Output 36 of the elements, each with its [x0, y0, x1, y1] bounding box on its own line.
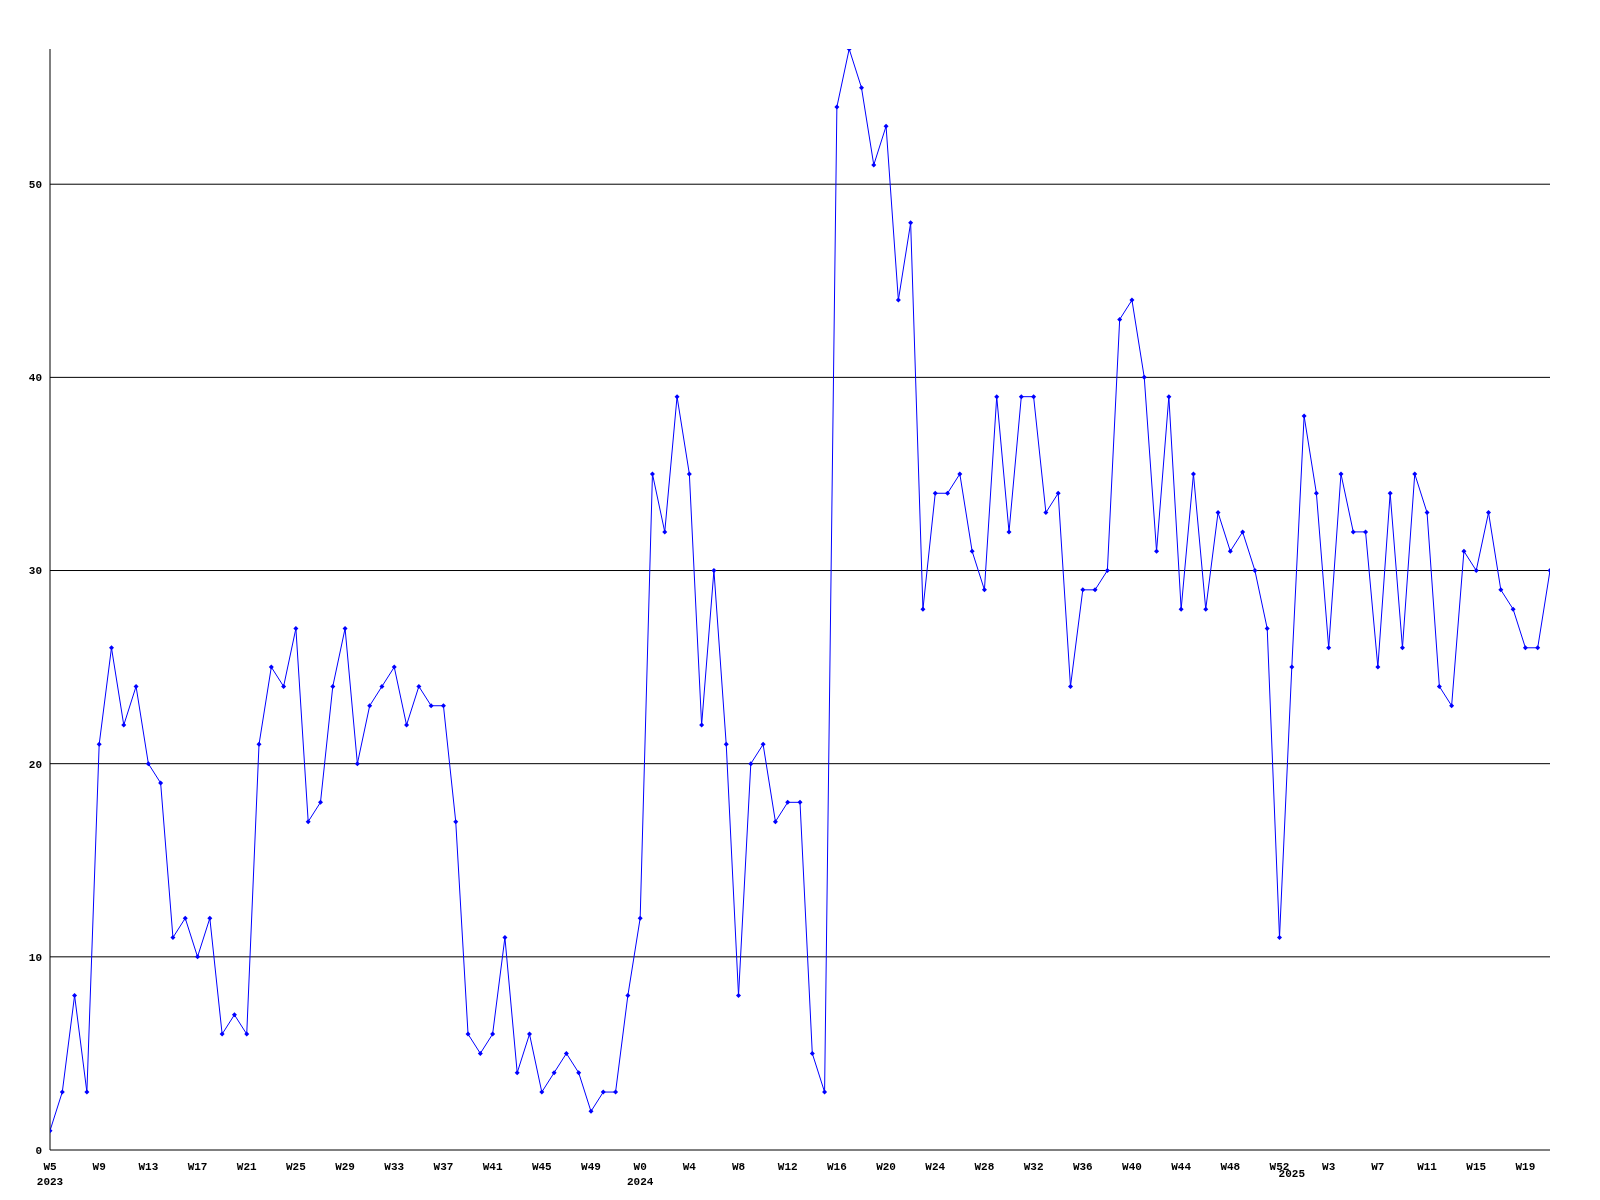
x-tick-label: W19	[1515, 1161, 1536, 1173]
x-tick-label: W8	[731, 1161, 746, 1173]
x-tick-label: W12	[777, 1161, 798, 1173]
y-tick-label: 0	[35, 1144, 42, 1157]
x-tick-label: W20	[876, 1161, 896, 1173]
x-tick-label: W48	[1220, 1161, 1241, 1173]
x-tick-label: W32	[1023, 1161, 1044, 1173]
x-tick-label: W33	[384, 1161, 405, 1173]
x-tick-label: W24	[925, 1161, 946, 1173]
x-tick-label: W41	[482, 1161, 503, 1173]
x-tick-label: W13	[138, 1161, 159, 1173]
x-tick-label: W9	[92, 1161, 106, 1173]
y-tick-label: 30	[28, 565, 42, 578]
x-tick-label: W28	[974, 1161, 995, 1173]
y-tick-label: 50	[28, 179, 42, 192]
x-tick-label: W16	[826, 1161, 847, 1173]
y-tick-label: 10	[28, 951, 42, 964]
x-tick-label: W3	[1322, 1161, 1336, 1173]
x-tick-label: W45	[531, 1161, 553, 1173]
x-tick-label: W37	[433, 1161, 454, 1173]
x-tick-label: W17	[187, 1161, 208, 1173]
x-tick-label: W0 2024	[626, 1161, 654, 1188]
y-tick-label: 20	[28, 758, 42, 771]
x-tick-label: W25	[286, 1161, 307, 1173]
x-tick-label: W40	[1122, 1161, 1142, 1173]
x-tick-label: W29	[335, 1161, 355, 1173]
x-tick-label: W44	[1171, 1161, 1192, 1173]
x-tick-label: W49	[581, 1161, 601, 1173]
x-tick-label: W11	[1417, 1161, 1438, 1173]
y-tick-label: 40	[28, 372, 42, 385]
x-tick-label: W7	[1371, 1161, 1385, 1173]
x-tick-label: W15	[1466, 1161, 1487, 1173]
x-tick-label: W36	[1072, 1161, 1093, 1173]
x-tick-label: W5 2023	[36, 1161, 64, 1188]
x-tick-label: W21	[236, 1161, 258, 1173]
x-tick-label: W4	[682, 1161, 697, 1173]
